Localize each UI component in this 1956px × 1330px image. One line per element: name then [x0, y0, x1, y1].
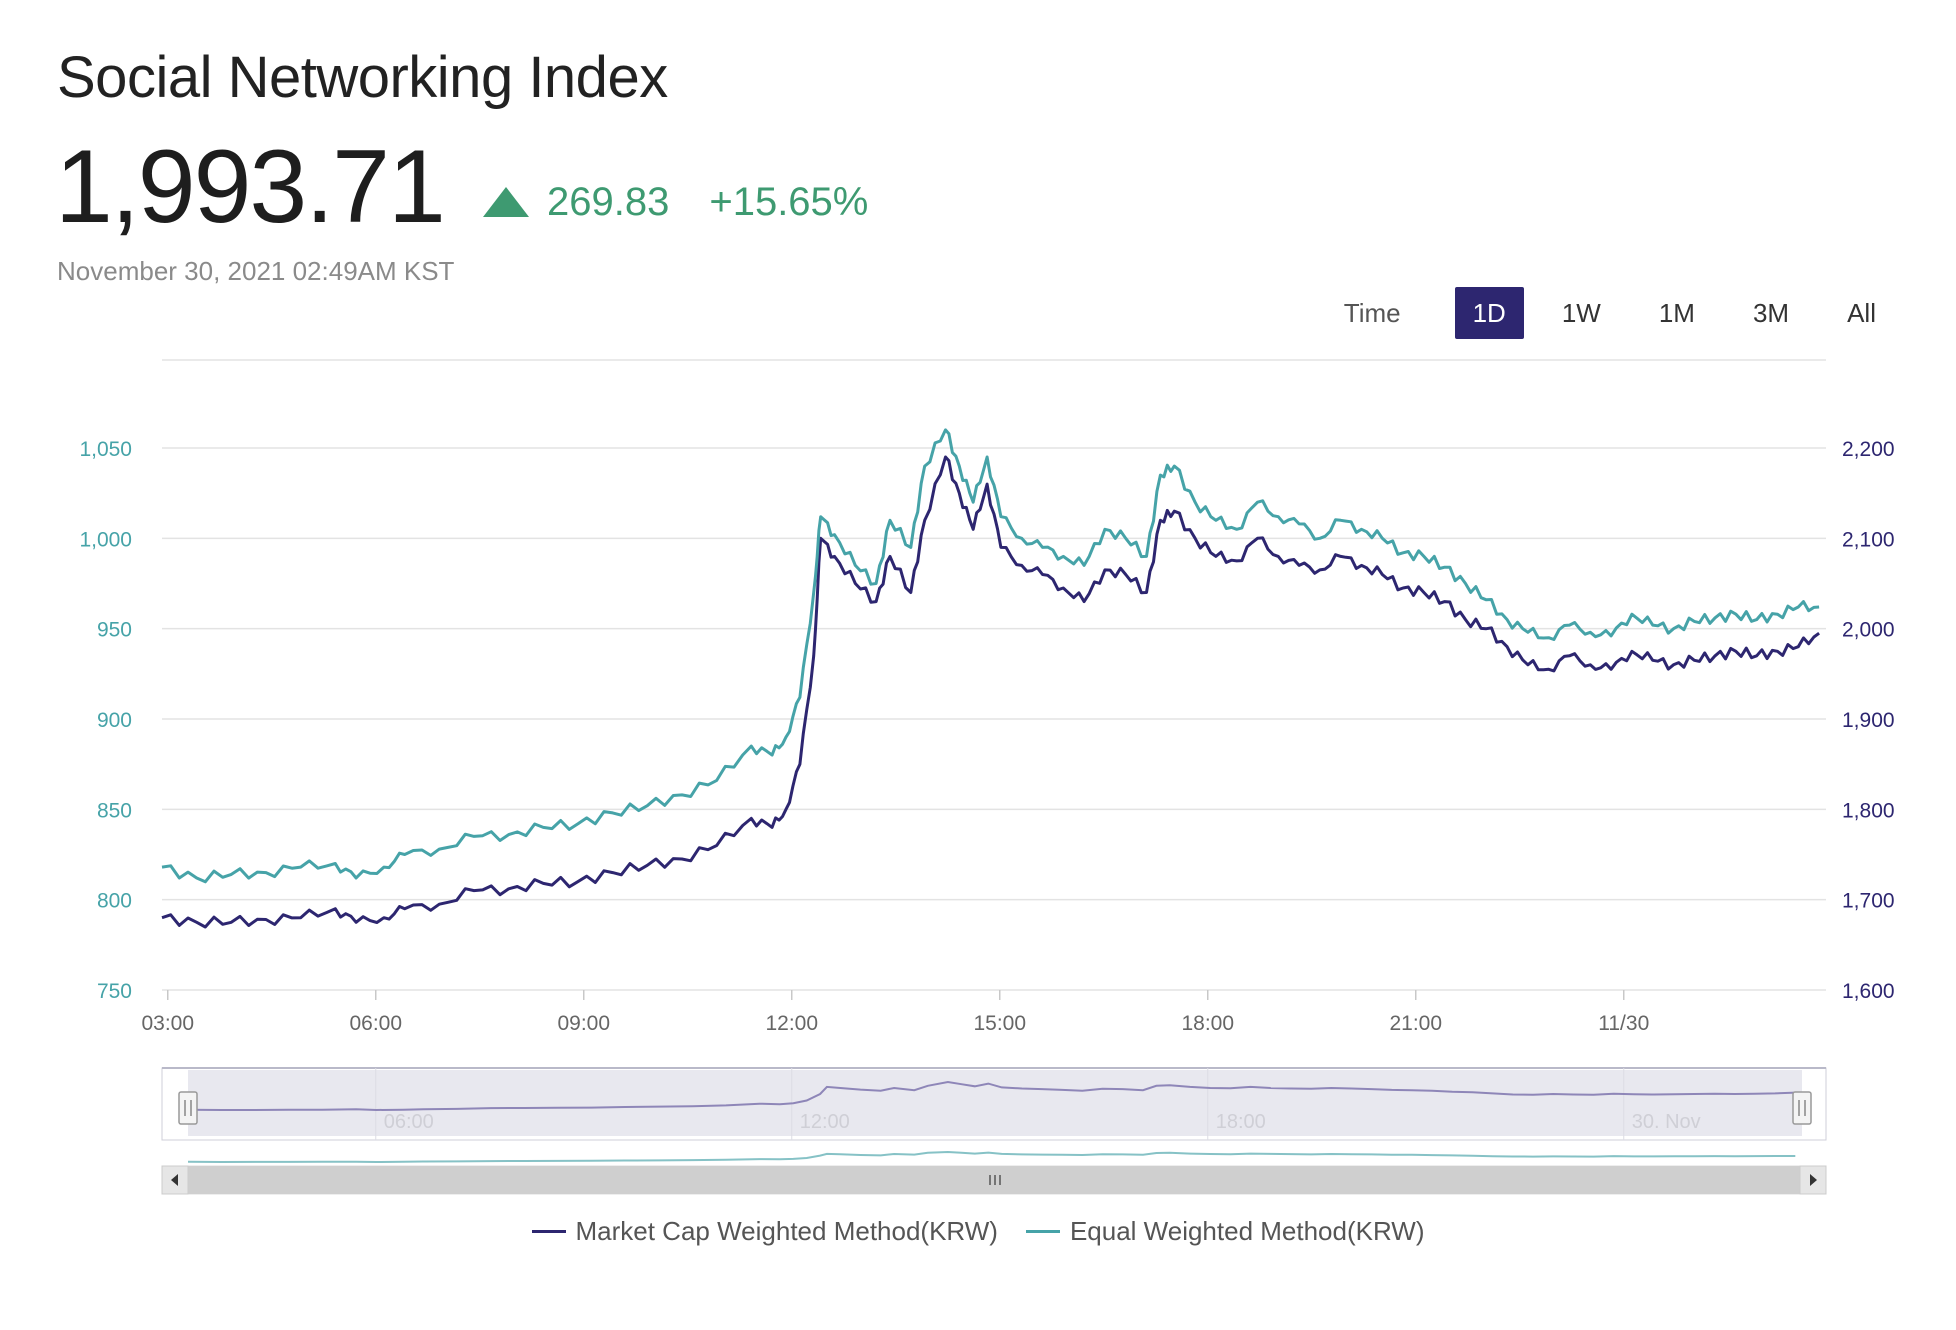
- navigator-handle-left[interactable]: [178, 1091, 198, 1125]
- legend-swatch-market-cap: [531, 1230, 566, 1233]
- change-summary: 269.83 +15.65%: [483, 178, 868, 226]
- x-tick-label: 03:00: [141, 1012, 194, 1035]
- navigator-selection[interactable]: [188, 1070, 1802, 1136]
- y-right-tick-label: 2,000: [1842, 619, 1895, 642]
- change-percent: +15.65%: [709, 179, 869, 224]
- navigator-x-label: 12:00: [800, 1111, 850, 1133]
- timestamp: November 30, 2021 02:49AM KST: [57, 256, 455, 286]
- page-title: Social Networking Index: [57, 45, 668, 110]
- x-tick-label: 15:00: [973, 1012, 1026, 1035]
- series-line-market-cap[interactable]: [161, 455, 1820, 929]
- y-right-tick-label: 1,800: [1842, 799, 1895, 822]
- change-absolute: 269.83: [547, 179, 670, 224]
- y-left-tick-label: 1,050: [79, 438, 132, 461]
- legend-label-market-cap: Market Cap Weighted Method(KRW): [575, 1216, 998, 1246]
- range-button-3m[interactable]: 3M: [1752, 298, 1790, 328]
- range-button-1m[interactable]: 1M: [1658, 298, 1695, 328]
- navigator-line-market-cap: [187, 1080, 1796, 1112]
- y-left-tick-label: 800: [97, 890, 132, 913]
- arrow-left-icon: [171, 1174, 178, 1186]
- x-tick-label: 12:00: [765, 1012, 818, 1035]
- range-button-all[interactable]: All: [1847, 298, 1876, 328]
- y-right-tick-label: 1,600: [1842, 980, 1895, 1003]
- arrow-right-icon: [1810, 1174, 1817, 1186]
- x-tick-label: 09:00: [557, 1012, 610, 1035]
- x-tick-label: 06:00: [349, 1012, 402, 1035]
- navigator-line-equal: [187, 1150, 1796, 1164]
- range-button-1w[interactable]: 1W: [1561, 298, 1601, 328]
- range-selector: Time 1D 1W 1M 3M All: [1344, 287, 1896, 339]
- y-right-tick-label: 2,200: [1842, 438, 1895, 461]
- navigator-handle-right[interactable]: [1792, 1091, 1812, 1125]
- navigator-x-label: 30. Nov: [1632, 1111, 1701, 1133]
- index-line-chart[interactable]: 750 1,600 800 1,700 850 1,800 900 1,900 950 2,000…: [0, 340, 1956, 1210]
- triangle-up-icon: [483, 187, 529, 217]
- navigator-x-label: 06:00: [384, 1111, 434, 1133]
- legend-item-market-cap[interactable]: Market Cap Weighted Method(KRW): [531, 1216, 998, 1247]
- navigator-x-label: 18:00: [1216, 1111, 1266, 1133]
- y-left-tick-label: 950: [97, 619, 132, 642]
- y-left-tick-label: 750: [97, 980, 132, 1003]
- index-value: 1,993.71: [55, 129, 446, 245]
- x-tick-label: 18:00: [1181, 1012, 1234, 1035]
- y-left-tick-label: 900: [97, 709, 132, 732]
- x-tick-label: 21:00: [1389, 1012, 1442, 1035]
- x-tick-label: 11/30: [1598, 1012, 1649, 1035]
- legend-item-equal[interactable]: Equal Weighted Method(KRW): [1025, 1216, 1425, 1247]
- series-line-equal[interactable]: [161, 428, 1820, 884]
- y-left-tick-label: 850: [97, 799, 132, 822]
- range-button-1d[interactable]: 1D: [1454, 287, 1524, 339]
- y-right-tick-label: 1,900: [1842, 709, 1895, 732]
- y-right-tick-label: 2,100: [1842, 528, 1895, 551]
- y-right-tick-label: 1,700: [1842, 890, 1895, 913]
- legend-label-equal: Equal Weighted Method(KRW): [1069, 1216, 1425, 1246]
- y-left-tick-label: 1,000: [79, 528, 132, 551]
- legend-swatch-equal: [1025, 1230, 1060, 1233]
- range-label: Time: [1343, 297, 1401, 328]
- chart-legend: Market Cap Weighted Method(KRW) Equal We…: [0, 1216, 1956, 1247]
